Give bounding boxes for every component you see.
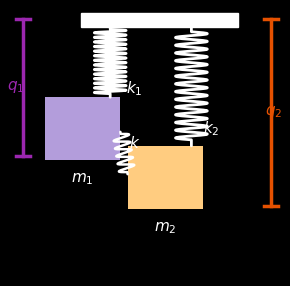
Text: $m_2$: $m_2$ (154, 220, 177, 236)
Text: $q_1$: $q_1$ (7, 79, 25, 95)
Text: $q_2$: $q_2$ (265, 104, 283, 120)
Bar (81, 13, 238, 27)
Bar (45, 97, 120, 160)
Text: $k$: $k$ (129, 135, 140, 151)
Text: $k_2$: $k_2$ (203, 119, 220, 138)
Text: $k_1$: $k_1$ (126, 79, 143, 98)
Bar (128, 146, 203, 209)
Text: $m_1$: $m_1$ (71, 172, 94, 187)
